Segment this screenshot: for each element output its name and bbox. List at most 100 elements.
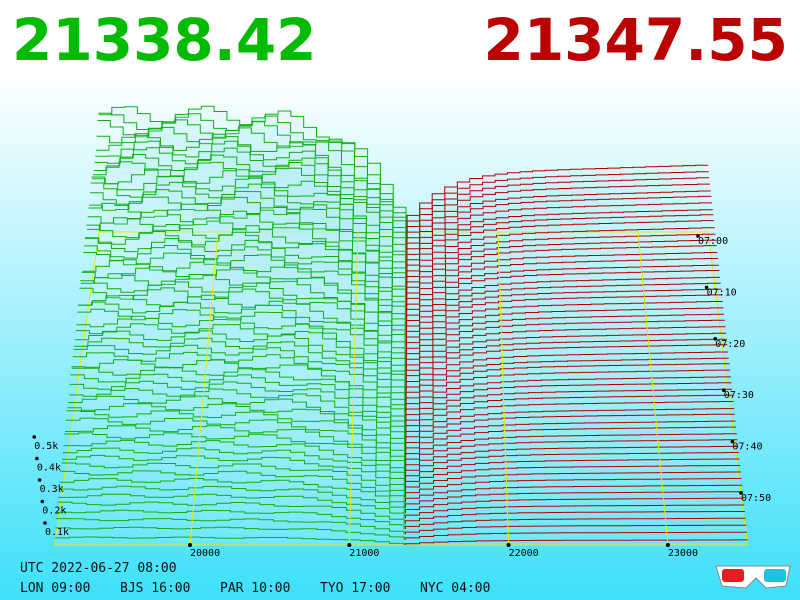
- ask-profile: [405, 344, 728, 386]
- depth-label: 0.2k: [42, 506, 66, 517]
- ask-profile: [405, 439, 738, 466]
- zone-time: TYO 17:00: [320, 581, 390, 596]
- price-tick: [347, 543, 352, 547]
- bid-profile: [77, 308, 406, 386]
- zone-time: PAR 10:00: [220, 581, 290, 596]
- bid-profile: [74, 337, 406, 408]
- time-label: 07:40: [732, 442, 762, 453]
- price-tick: [506, 543, 511, 547]
- ask-profile: [405, 445, 739, 471]
- bid-profile: [71, 366, 406, 429]
- ask-profile: [406, 220, 714, 280]
- bid-profile: [62, 454, 405, 492]
- time-tick: [704, 285, 709, 290]
- ask-profile: [405, 369, 731, 408]
- bid-profile: [61, 462, 405, 498]
- ask-profile: [405, 376, 731, 413]
- ask-profile: [406, 270, 720, 323]
- depth-surface: [54, 105, 749, 546]
- time-label: 07:10: [707, 287, 737, 298]
- bid-profile: [66, 410, 405, 461]
- ask-profile: [406, 288, 722, 339]
- bid-profile: [83, 245, 406, 339]
- ask-profile: [406, 264, 719, 317]
- ask-profile: [405, 307, 724, 355]
- ask-profile: [405, 301, 723, 349]
- depth-tick: [40, 499, 45, 504]
- time-label: 07:20: [715, 339, 745, 350]
- bid-profile: [64, 432, 405, 477]
- depth-label: 0.1k: [45, 527, 69, 538]
- depth-tick: [35, 456, 39, 461]
- price-label: 22000: [509, 548, 539, 559]
- ask-profile: [405, 351, 729, 392]
- bid-profile: [85, 231, 406, 328]
- ask-profile: [406, 276, 721, 328]
- bid-profile: [55, 526, 405, 540]
- price-grid-line: [348, 231, 359, 546]
- ask-profile: [405, 338, 727, 381]
- price-grid-line: [189, 231, 219, 546]
- ask-profile: [405, 357, 729, 397]
- bid-profile: [60, 470, 405, 503]
- zone-time: LON 09:00: [20, 581, 90, 596]
- price-label: 23000: [668, 548, 698, 559]
- ask-profile: [405, 452, 739, 477]
- ask-profile: [406, 258, 719, 312]
- bid-price: 21338.42: [12, 6, 317, 74]
- ask-profile: [404, 517, 746, 530]
- ask-profile: [406, 233, 716, 291]
- ask-profile: [404, 524, 747, 535]
- time-label: 07:00: [698, 236, 728, 247]
- ask-profile: [406, 282, 721, 333]
- depth-label: 0.4k: [37, 463, 61, 474]
- time-tick: [713, 337, 717, 341]
- ask-profile: [404, 504, 745, 519]
- time-tick: [696, 234, 700, 238]
- price-label: 20000: [190, 548, 220, 559]
- ask-profile: [405, 332, 727, 376]
- ask-profile: [405, 426, 737, 455]
- ask-profile: [405, 313, 725, 360]
- depth-label: 0.3k: [40, 484, 64, 495]
- ask-profile: [405, 363, 730, 402]
- depth-label: 0.5k: [34, 441, 58, 452]
- time-tick: [730, 439, 735, 444]
- bid-profile: [65, 417, 405, 466]
- price-tick: [665, 543, 670, 547]
- price-grid-line: [637, 231, 669, 546]
- glasses-icon: [715, 565, 791, 589]
- ask-profile: [406, 294, 723, 344]
- bid-profile: [92, 168, 407, 280]
- zone-time: BJS 16:00: [120, 581, 190, 596]
- ask-profile: [406, 227, 715, 286]
- bid-profile: [54, 536, 405, 545]
- bid-profile: [73, 344, 406, 413]
- bid-profile: [67, 403, 405, 455]
- ask-profile: [405, 471, 741, 492]
- bid-profile: [78, 294, 406, 376]
- price-label: 21000: [349, 548, 379, 559]
- ask-profile: [405, 484, 743, 503]
- bid-profile: [87, 217, 406, 317]
- ask-profile: [405, 382, 732, 418]
- bid-profile: [71, 359, 406, 423]
- bid-profile: [74, 330, 406, 402]
- time-tick: [722, 388, 726, 393]
- depth-tick: [32, 435, 36, 439]
- price-grid-line: [497, 231, 510, 546]
- ask-profile: [405, 433, 737, 461]
- bid-profile: [62, 447, 405, 487]
- utc-time: UTC 2022-06-27 08:00: [20, 561, 177, 576]
- ask-profile: [404, 531, 747, 540]
- bid-profile: [96, 133, 407, 254]
- ask-profile: [406, 202, 712, 264]
- depth-tick: [43, 521, 47, 525]
- time-tick: [739, 491, 743, 495]
- bid-profile: [56, 518, 405, 535]
- depth-tick: [37, 478, 42, 482]
- zone-time: NYC 04:00: [420, 581, 490, 596]
- bid-profile: [81, 266, 406, 355]
- ask-profile: [404, 539, 748, 545]
